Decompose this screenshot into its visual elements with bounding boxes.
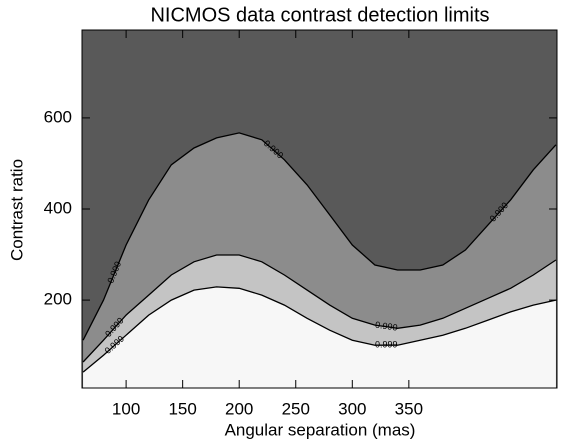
y-tick-label: 600 — [44, 107, 72, 126]
x-tick-label: 250 — [282, 399, 310, 418]
y-tick-label: 200 — [44, 290, 72, 309]
x-tick-label: 300 — [338, 399, 366, 418]
contour-line — [82, 254, 557, 363]
x-tick-label: 350 — [395, 399, 423, 418]
contour-label: 0.990 — [374, 320, 398, 333]
contour-label: 0.999 — [375, 340, 398, 350]
y-tick-label: 400 — [44, 198, 72, 217]
contour-region — [83, 286, 556, 388]
x-tick-label: 200 — [225, 399, 253, 418]
y-axis-label: Contrast ratio — [7, 159, 26, 261]
contour-line — [82, 132, 557, 341]
chart-title: NICMOS data contrast detection limits — [150, 4, 489, 26]
contour-line — [82, 286, 557, 373]
x-tick-label: 100 — [112, 399, 140, 418]
x-axis-label: Angular separation (mas) — [225, 420, 416, 439]
x-tick-label: 150 — [168, 399, 196, 418]
